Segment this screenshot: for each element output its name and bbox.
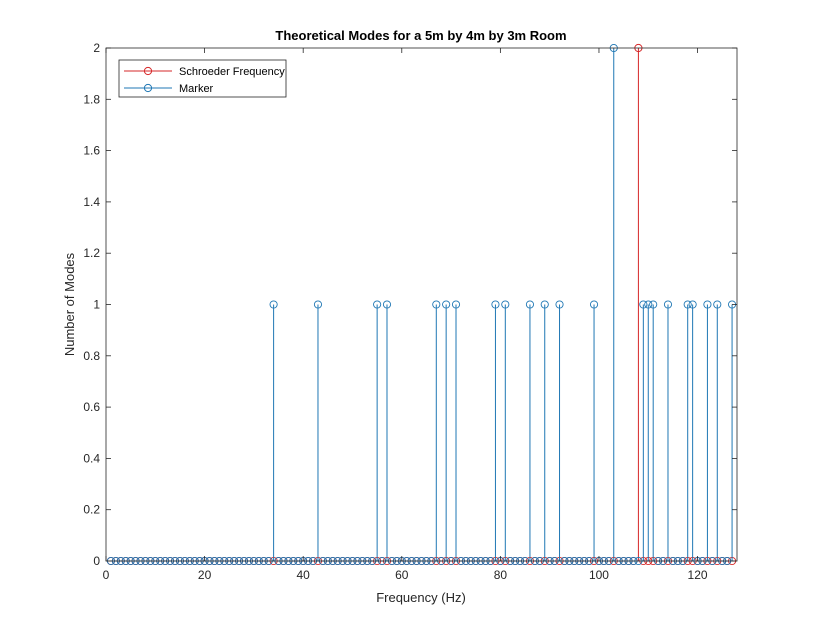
chart-title: Theoretical Modes for a 5m by 4m by 3m R… [275,28,566,43]
marker-point [432,300,441,309]
x-tick-label: 80 [494,568,508,582]
marker-point [555,300,564,309]
marker-point [442,300,451,309]
y-axis-label: Number of Modes [62,252,77,356]
legend-marker [143,83,153,93]
marker-point [373,300,382,309]
marker-point [683,300,692,309]
marker-point [713,300,722,309]
y-tick-label: 0.6 [83,400,100,414]
x-tick-label: 20 [198,568,212,582]
y-tick-label: 1.4 [83,195,100,209]
legend-box [118,59,287,98]
marker-point [491,300,500,309]
marker-point [688,300,697,309]
x-tick-label: 100 [589,568,609,582]
y-tick-label: 2 [93,41,100,55]
y-tick-label: 0 [93,554,100,568]
ticks-layer: 0 20 40 60 80 100 120 0 0.2 0.4 0.6 0.8 1 1.2 1.4 1.6 1.… [83,41,737,582]
legend-marker [143,66,153,76]
marker-point [451,300,461,309]
y-tick-label: 0.2 [83,503,100,517]
y-tick-label: 0.8 [83,349,100,363]
marker-point [703,300,712,309]
marker-point [501,300,510,309]
y-tick-label: 0.4 [83,451,100,465]
y-tick-label: 1.6 [83,144,100,158]
legend-label: Schroeder Frequency [179,66,285,78]
legend: Schroeder Frequency Marker [118,59,287,98]
marker-point [649,300,658,309]
legend-entries: Schroeder Frequency Marker [124,66,285,95]
x-tick-label: 0 [103,568,110,582]
x-axis-label: Frequency (Hz) [376,590,466,605]
marker-point [525,300,535,309]
marker-point [639,300,648,309]
marker-point [313,300,323,309]
y-tick-label: 1.2 [83,246,100,260]
marker-point [644,300,653,309]
marker-point [382,300,392,309]
marker-point [540,300,549,309]
x-tick-label: 60 [395,568,409,582]
marker-point [663,300,673,309]
x-tick-label: 40 [297,568,311,582]
x-tick-label: 120 [688,568,708,582]
legend-label: Marker [179,83,214,95]
plot-area [106,48,737,561]
y-tick-label: 1 [93,298,100,312]
marker-point [589,300,599,309]
marker-point [269,300,278,309]
y-tick-label: 1.8 [83,92,100,106]
